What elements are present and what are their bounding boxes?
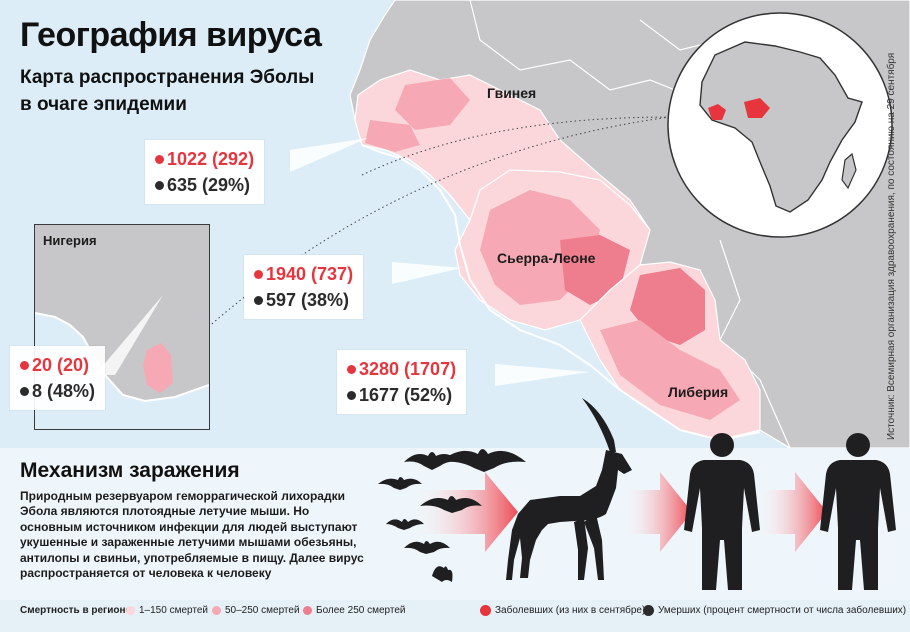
- page-subtitle: Карта распространения Эболы в очаге эпид…: [20, 67, 315, 115]
- mechanism-text: Природным резервуаром геморрагической ли…: [20, 489, 364, 581]
- deaths-value: 1677 (52%): [359, 385, 453, 405]
- bat-icon: [432, 566, 453, 582]
- label-nigeria: Нигерия: [43, 233, 97, 248]
- bat-icon: [420, 496, 482, 513]
- cases-dot-icon: [347, 364, 356, 374]
- legend-level1-text: 1–150 смертей: [139, 605, 208, 616]
- mechanism-title: Механизм заражения: [20, 459, 240, 482]
- mechanism-illustration: [378, 398, 896, 590]
- nigeria-lagos-region: [143, 343, 173, 393]
- legend-level1: 1–150 смертей: [126, 605, 208, 616]
- legend-bar: [0, 600, 910, 632]
- globe-west-africa-highlight: [708, 104, 726, 120]
- arrow-antelope-to-human: [620, 472, 692, 552]
- cases-dot-icon: [155, 154, 164, 164]
- label-liberia: Либерия: [668, 384, 729, 400]
- stats-sierra-leone: 1940 (737) 597 (38%): [244, 255, 364, 319]
- legend-deaths: Умерших (процент смертности от числа заб…: [643, 605, 906, 616]
- liberia-level2: [600, 320, 740, 420]
- bat-icon: [404, 541, 450, 554]
- guinea-level2-a: [395, 78, 470, 130]
- human-icon: [820, 433, 896, 590]
- cases-value: 1940 (737): [266, 264, 354, 284]
- bat-icon: [440, 449, 526, 472]
- deaths-dot-icon: [254, 295, 263, 305]
- cases-value: 1022 (292): [167, 149, 255, 169]
- deaths-value: 597 (38%): [266, 290, 350, 310]
- cases-value: 3280 (1707): [359, 359, 457, 379]
- legend-level3-text: Более 250 смертей: [316, 605, 406, 616]
- legend-label: Смертность в регионе:: [20, 605, 135, 616]
- connector-1: [204, 111, 713, 331]
- legend-cases: Заболевших (из них в сентябре): [480, 605, 645, 616]
- coastline: [361, 144, 761, 442]
- deaths-swatch-icon: [643, 605, 654, 616]
- level1-swatch-icon: [126, 606, 135, 615]
- cases-dot-icon: [254, 269, 263, 279]
- legend-deaths-text: Умерших (процент смертности от числа заб…: [658, 605, 907, 616]
- liberia-level3: [630, 268, 705, 345]
- leader-liberia: [495, 364, 590, 386]
- deaths-value: 8 (48%): [32, 381, 96, 401]
- deaths-dot-icon: [347, 390, 356, 400]
- guinea-level2-b: [365, 120, 420, 152]
- deaths-dot-icon: [155, 180, 164, 190]
- legend-level2: 50–250 смертей: [212, 605, 300, 616]
- legend-level2-text: 50–250 смертей: [225, 605, 300, 616]
- deaths-dot-icon: [20, 386, 29, 396]
- level2-swatch-icon: [212, 606, 221, 615]
- deaths-value: 635 (29%): [167, 175, 251, 195]
- cases-dot-icon: [20, 360, 29, 370]
- label-guinea: Гвинея: [487, 85, 537, 101]
- legend-cases-text: Заболевших (из них в сентябре): [495, 605, 646, 616]
- border-north-1: [469, 0, 701, 101]
- legend-level3: Более 250 смертей: [303, 605, 406, 616]
- nigeria-pointer: [95, 295, 163, 375]
- stats-liberia: 3280 (1707) 1677 (52%): [337, 350, 467, 414]
- stats-nigeria: 20 (20) 8 (48%): [10, 346, 106, 410]
- antelope-icon: [506, 398, 632, 580]
- africa-outline: [699, 41, 863, 213]
- leader-sierra-leone: [392, 262, 462, 284]
- level3-swatch-icon: [303, 606, 312, 615]
- page-title: География вируса: [20, 16, 322, 54]
- globe-nigeria-highlight: [744, 98, 770, 118]
- cases-value: 20 (20): [32, 355, 90, 375]
- bats-group: [378, 449, 526, 582]
- arrow-human-to-human: [755, 472, 827, 552]
- madagascar: [841, 152, 857, 190]
- connector-2: [361, 116, 713, 176]
- bat-icon: [404, 452, 460, 470]
- map: [204, 0, 910, 448]
- label-sierra-leone: Сьерра-Леоне: [497, 250, 596, 266]
- source-note: Источник: Всемирная организация здравоох…: [886, 52, 897, 440]
- cases-swatch-icon: [480, 605, 491, 616]
- stats-guinea: 1022 (292) 635 (29%): [145, 140, 265, 204]
- bat-icon: [378, 477, 422, 490]
- human-icon: [684, 433, 760, 590]
- arrow-bats-to-antelope: [410, 472, 518, 552]
- leader-guinea: [290, 138, 368, 172]
- bat-icon: [386, 519, 424, 530]
